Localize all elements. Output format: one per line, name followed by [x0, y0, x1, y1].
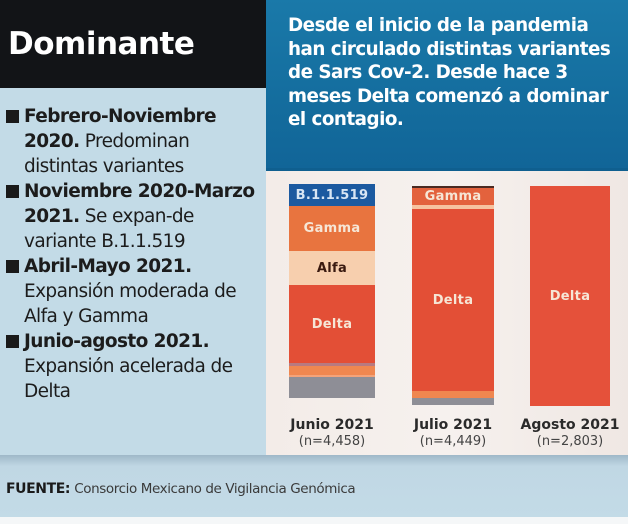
sample-size: (n=4,449) — [419, 434, 487, 449]
timeline-period: Abril-Mayo 2021. — [24, 256, 192, 277]
segment-other — [412, 398, 494, 405]
square-bullet-icon — [6, 260, 19, 273]
timeline-description: Expansión moderada de Alfa y Gamma — [24, 281, 237, 327]
month-label: Agosto 2021 — [520, 417, 620, 433]
segment-other — [289, 375, 375, 377]
intro-panel: Desde el inicio de la pandemia han circu… — [266, 0, 628, 168]
segment-other — [289, 363, 375, 366]
square-bullet-icon — [6, 110, 19, 123]
sample-size: (n=2,803) — [536, 434, 604, 449]
square-bullet-icon — [6, 335, 19, 348]
intro-text: Desde el inicio de la pandemia han circu… — [288, 15, 611, 130]
segment-b11519: B.1.1.519 — [289, 184, 375, 206]
bar-agosto-2021: Delta — [530, 186, 610, 406]
source-label: FUENTE: — [6, 481, 71, 497]
timeline-item: Junio-agosto 2021. Expansión acelerada d… — [6, 329, 262, 404]
source-footer: FUENTE: Consorcio Mexicano de Vigilancia… — [0, 455, 628, 517]
bar-label-julio: Julio 2021 (n=4,449) — [393, 417, 513, 450]
timeline-item: Noviembre 2020-Marzo 2021. Se expan-de v… — [6, 179, 262, 254]
timeline-description: Predominan distintas variantes — [24, 131, 190, 177]
segment-other — [412, 205, 494, 209]
timeline-period: Febrero-Noviembre 2020. — [24, 106, 217, 152]
bar-julio-2021: Gamma Delta — [412, 186, 494, 405]
segment-other — [289, 377, 375, 398]
segment-delta: Delta — [289, 285, 375, 363]
timeline-period: Noviembre 2020-Marzo 2021. — [24, 181, 255, 227]
timeline-period: Junio-agosto 2021. — [24, 331, 210, 352]
title-bar: Dominante — [0, 0, 266, 88]
segment-delta: Delta — [412, 209, 494, 391]
source-line: FUENTE: Consorcio Mexicano de Vigilancia… — [6, 481, 356, 497]
segment-delta: Delta — [530, 186, 610, 406]
bar-label-junio: Junio 2021 (n=4,458) — [272, 417, 392, 450]
timeline-description: Expansión acelerada de Delta — [24, 356, 233, 402]
bottom-strip — [0, 517, 628, 524]
month-label: Julio 2021 — [413, 417, 493, 433]
timeline-list: Febrero-Noviembre 2020. Predominan disti… — [6, 104, 262, 404]
timeline-item: Febrero-Noviembre 2020. Predominan disti… — [6, 104, 262, 179]
bar-label-agosto: Agosto 2021 (n=2,803) — [510, 417, 628, 450]
page-title: Dominante — [8, 26, 195, 62]
segment-other — [412, 186, 494, 188]
segment-alfa: Alfa — [289, 251, 375, 285]
segment-gamma: Gamma — [289, 206, 375, 251]
segment-other — [289, 366, 375, 375]
square-bullet-icon — [6, 185, 19, 198]
sample-size: (n=4,458) — [298, 434, 366, 449]
variant-chart: B.1.1.519 Gamma Alfa Delta Gamma Delta Delta… — [266, 168, 628, 455]
timeline-item: Abril-Mayo 2021. Expansión moderada de A… — [6, 254, 262, 329]
month-label: Junio 2021 — [290, 417, 374, 433]
bar-junio-2021: B.1.1.519 Gamma Alfa Delta — [289, 184, 375, 398]
source-text: Consorcio Mexicano de Vigilancia Genómic… — [74, 481, 356, 497]
segment-other — [412, 391, 494, 398]
timeline-description: Se expan-de variante B.1.1.519 — [24, 206, 194, 252]
timeline-panel: Febrero-Noviembre 2020. Predominan disti… — [0, 88, 266, 455]
segment-gamma: Gamma — [412, 188, 494, 205]
